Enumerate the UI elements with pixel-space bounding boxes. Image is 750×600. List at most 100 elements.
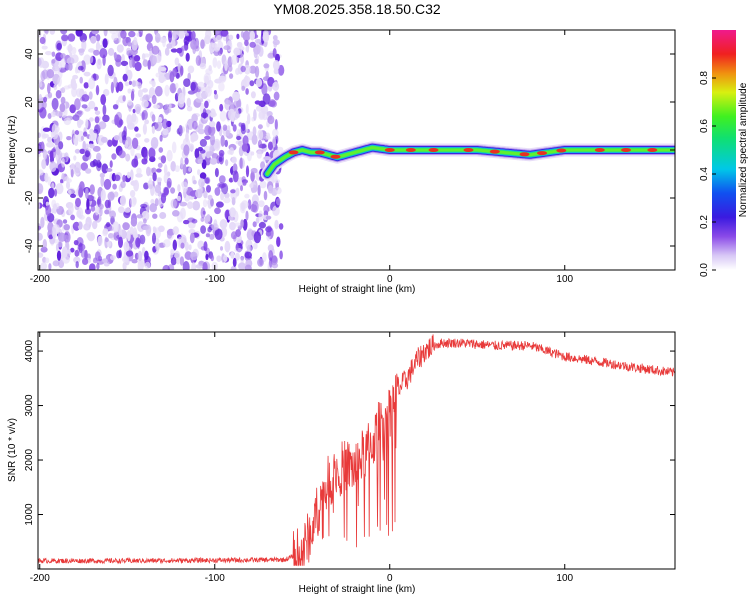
noise-blob [59,103,66,113]
noise-blob [253,109,257,121]
noise-blob [223,254,228,263]
noise-blob [73,155,77,161]
noise-blob [263,190,268,201]
noise-blob [151,45,160,55]
noise-blob [142,94,151,100]
noise-blob [153,104,160,109]
noise-blob [77,221,83,230]
ridge-peak [463,148,474,152]
noise-blob [55,202,60,210]
noise-blob [209,120,216,128]
noise-blob [232,91,241,102]
noise-blob [38,183,44,195]
noise-blob [246,244,252,253]
noise-blob [188,167,192,172]
noise-blob [228,108,236,121]
noise-blob [41,100,47,109]
noise-blob [151,114,156,122]
noise-blob [274,179,281,184]
noise-blob [162,37,166,48]
noise-blob [218,149,225,157]
noise-blob [38,252,44,258]
noise-blob [48,187,55,199]
noise-blob [45,51,52,56]
snr-xtick-label: 0 [387,573,393,584]
noise-blob [272,59,280,71]
noise-blob [169,83,177,94]
noise-blob [240,256,244,265]
noise-blob [277,146,284,152]
noise-blob [115,59,122,67]
noise-blob [166,149,173,162]
noise-blob [240,46,245,51]
noise-blob [80,135,84,141]
noise-blob [126,171,131,179]
ridge-peak [384,148,395,152]
noise-blob [230,189,236,194]
noise-blob [118,206,125,214]
noise-blob [232,163,238,173]
noise-blob [187,65,195,74]
noise-blob [204,75,209,85]
noise-blob [101,163,109,174]
noise-blob [128,80,132,85]
noise-blob [132,108,136,114]
noise-blob [76,88,83,98]
noise-blob [274,119,278,131]
noise-blob [70,214,75,221]
noise-blob [103,178,112,190]
noise-blob [259,180,267,189]
noise-blob [197,169,201,176]
noise-blob [53,188,58,197]
noise-blob [77,119,84,126]
noise-blob [98,121,107,130]
noise-blob [272,128,279,137]
noise-blob [258,210,264,221]
noise-blob [51,59,56,64]
noise-blob [136,167,142,175]
noise-blob [257,258,264,267]
noise-blob [93,49,100,56]
noise-blob [216,201,224,208]
noise-blob [79,76,83,84]
snr-ticks: -200 -100 0 100 1000 2000 3000 4000 [24,332,675,584]
noise-blob [216,60,222,70]
noise-blob [258,221,266,229]
noise-blob [260,161,266,170]
noise-blob [244,264,252,270]
noise-blob [159,134,163,142]
noise-blob [62,219,68,224]
noise-blob [202,262,208,270]
noise-blob [251,200,259,213]
colorbar-ticks: 0.0 0.2 0.4 0.6 0.8 [699,71,716,277]
noise-blob [68,203,74,215]
noise-blob [130,217,138,227]
noise-blob [279,250,283,260]
noise-blob [155,242,160,251]
noise-blob [199,172,207,180]
noise-blob [233,222,242,227]
noise-blob [61,158,66,168]
noise-blob [94,110,101,116]
noise-blob [69,104,76,114]
noise-blob [86,222,90,229]
noise-blob [141,99,149,108]
noise-blob [104,237,109,243]
noise-blob [230,251,235,259]
noise-blob [229,221,236,231]
noise-blob [137,82,142,89]
noise-blob [236,33,240,40]
ridge-peak [519,152,530,157]
noise-blob [131,137,139,149]
noise-blob [162,127,169,136]
noise-blob [267,185,274,194]
noise-blob [150,198,155,205]
noise-blob [60,96,66,105]
noise-blob [38,202,41,209]
noise-blob [205,86,212,97]
noise-blob [170,48,178,53]
noise-blob [195,97,204,103]
noise-blob [130,169,134,181]
noise-blob [113,191,119,198]
